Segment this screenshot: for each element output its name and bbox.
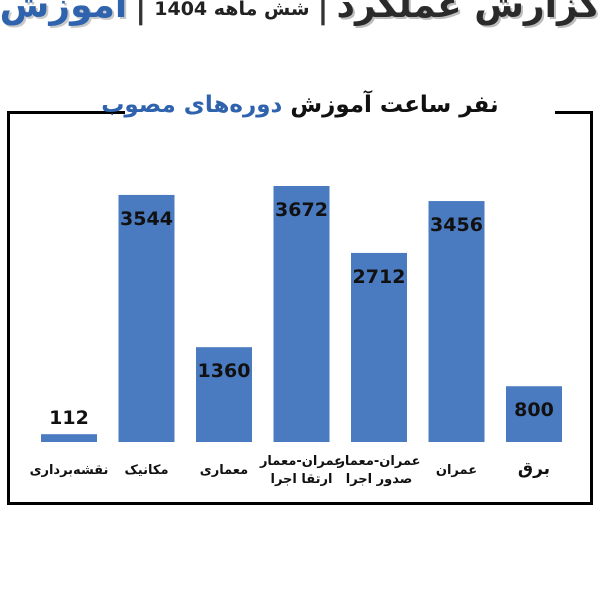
category-label-5-line-0: مکانیک	[125, 463, 169, 478]
bar-0	[506, 386, 562, 442]
bar-value-label-0: 800	[514, 399, 554, 421]
frame-top-right	[555, 111, 593, 114]
bar-value-label-4: 1360	[198, 360, 251, 382]
header-separator-2: |	[135, 0, 147, 26]
bar-5	[118, 194, 175, 442]
bar-value-label-6: 112	[49, 407, 89, 429]
category-label-3-line-1: ارتقا اجرا	[271, 472, 333, 487]
category-label-3-line-0: عمران-معمار	[259, 454, 343, 469]
bar-value-label-5: 3544	[120, 208, 173, 230]
frame-top-left	[7, 111, 125, 114]
category-label-6-line-0: نقشه‌برداری	[30, 463, 109, 478]
bar-1	[428, 201, 485, 442]
bar-value-label-1: 3456	[430, 214, 483, 236]
bar-2	[351, 252, 407, 442]
bar-6	[41, 434, 97, 442]
chart-frame	[7, 111, 593, 505]
header-period: شش ماهه 1404	[154, 0, 310, 20]
header-separator: |	[317, 0, 329, 26]
bar-value-label-2: 2712	[353, 266, 406, 288]
chart-title-part2: دوره‌های مصوب	[101, 92, 283, 118]
bar-4	[196, 347, 252, 442]
chart-title-part1: نفر ساعت آموزش	[290, 92, 499, 118]
category-label-2-line-0: عمران-معمار	[336, 454, 420, 469]
bar-3	[273, 186, 330, 442]
category-label-1-line-0: عمران	[436, 463, 477, 478]
category-label-4-line-0: معماری	[200, 463, 248, 478]
chart-title: نفر ساعت آموزش دوره‌های مصوب	[0, 92, 600, 118]
bar-value-label-3: 3672	[275, 199, 328, 221]
category-label-0-line-0: برق	[518, 459, 550, 479]
category-label-2-line-1: صدور اجرا	[346, 472, 413, 487]
header-report-title: گزارش عملکرد	[336, 0, 600, 26]
report-header: گزارش عملکرد | شش ماهه 1404 | آموزش	[0, 0, 600, 26]
header-section: آموزش	[0, 0, 128, 26]
